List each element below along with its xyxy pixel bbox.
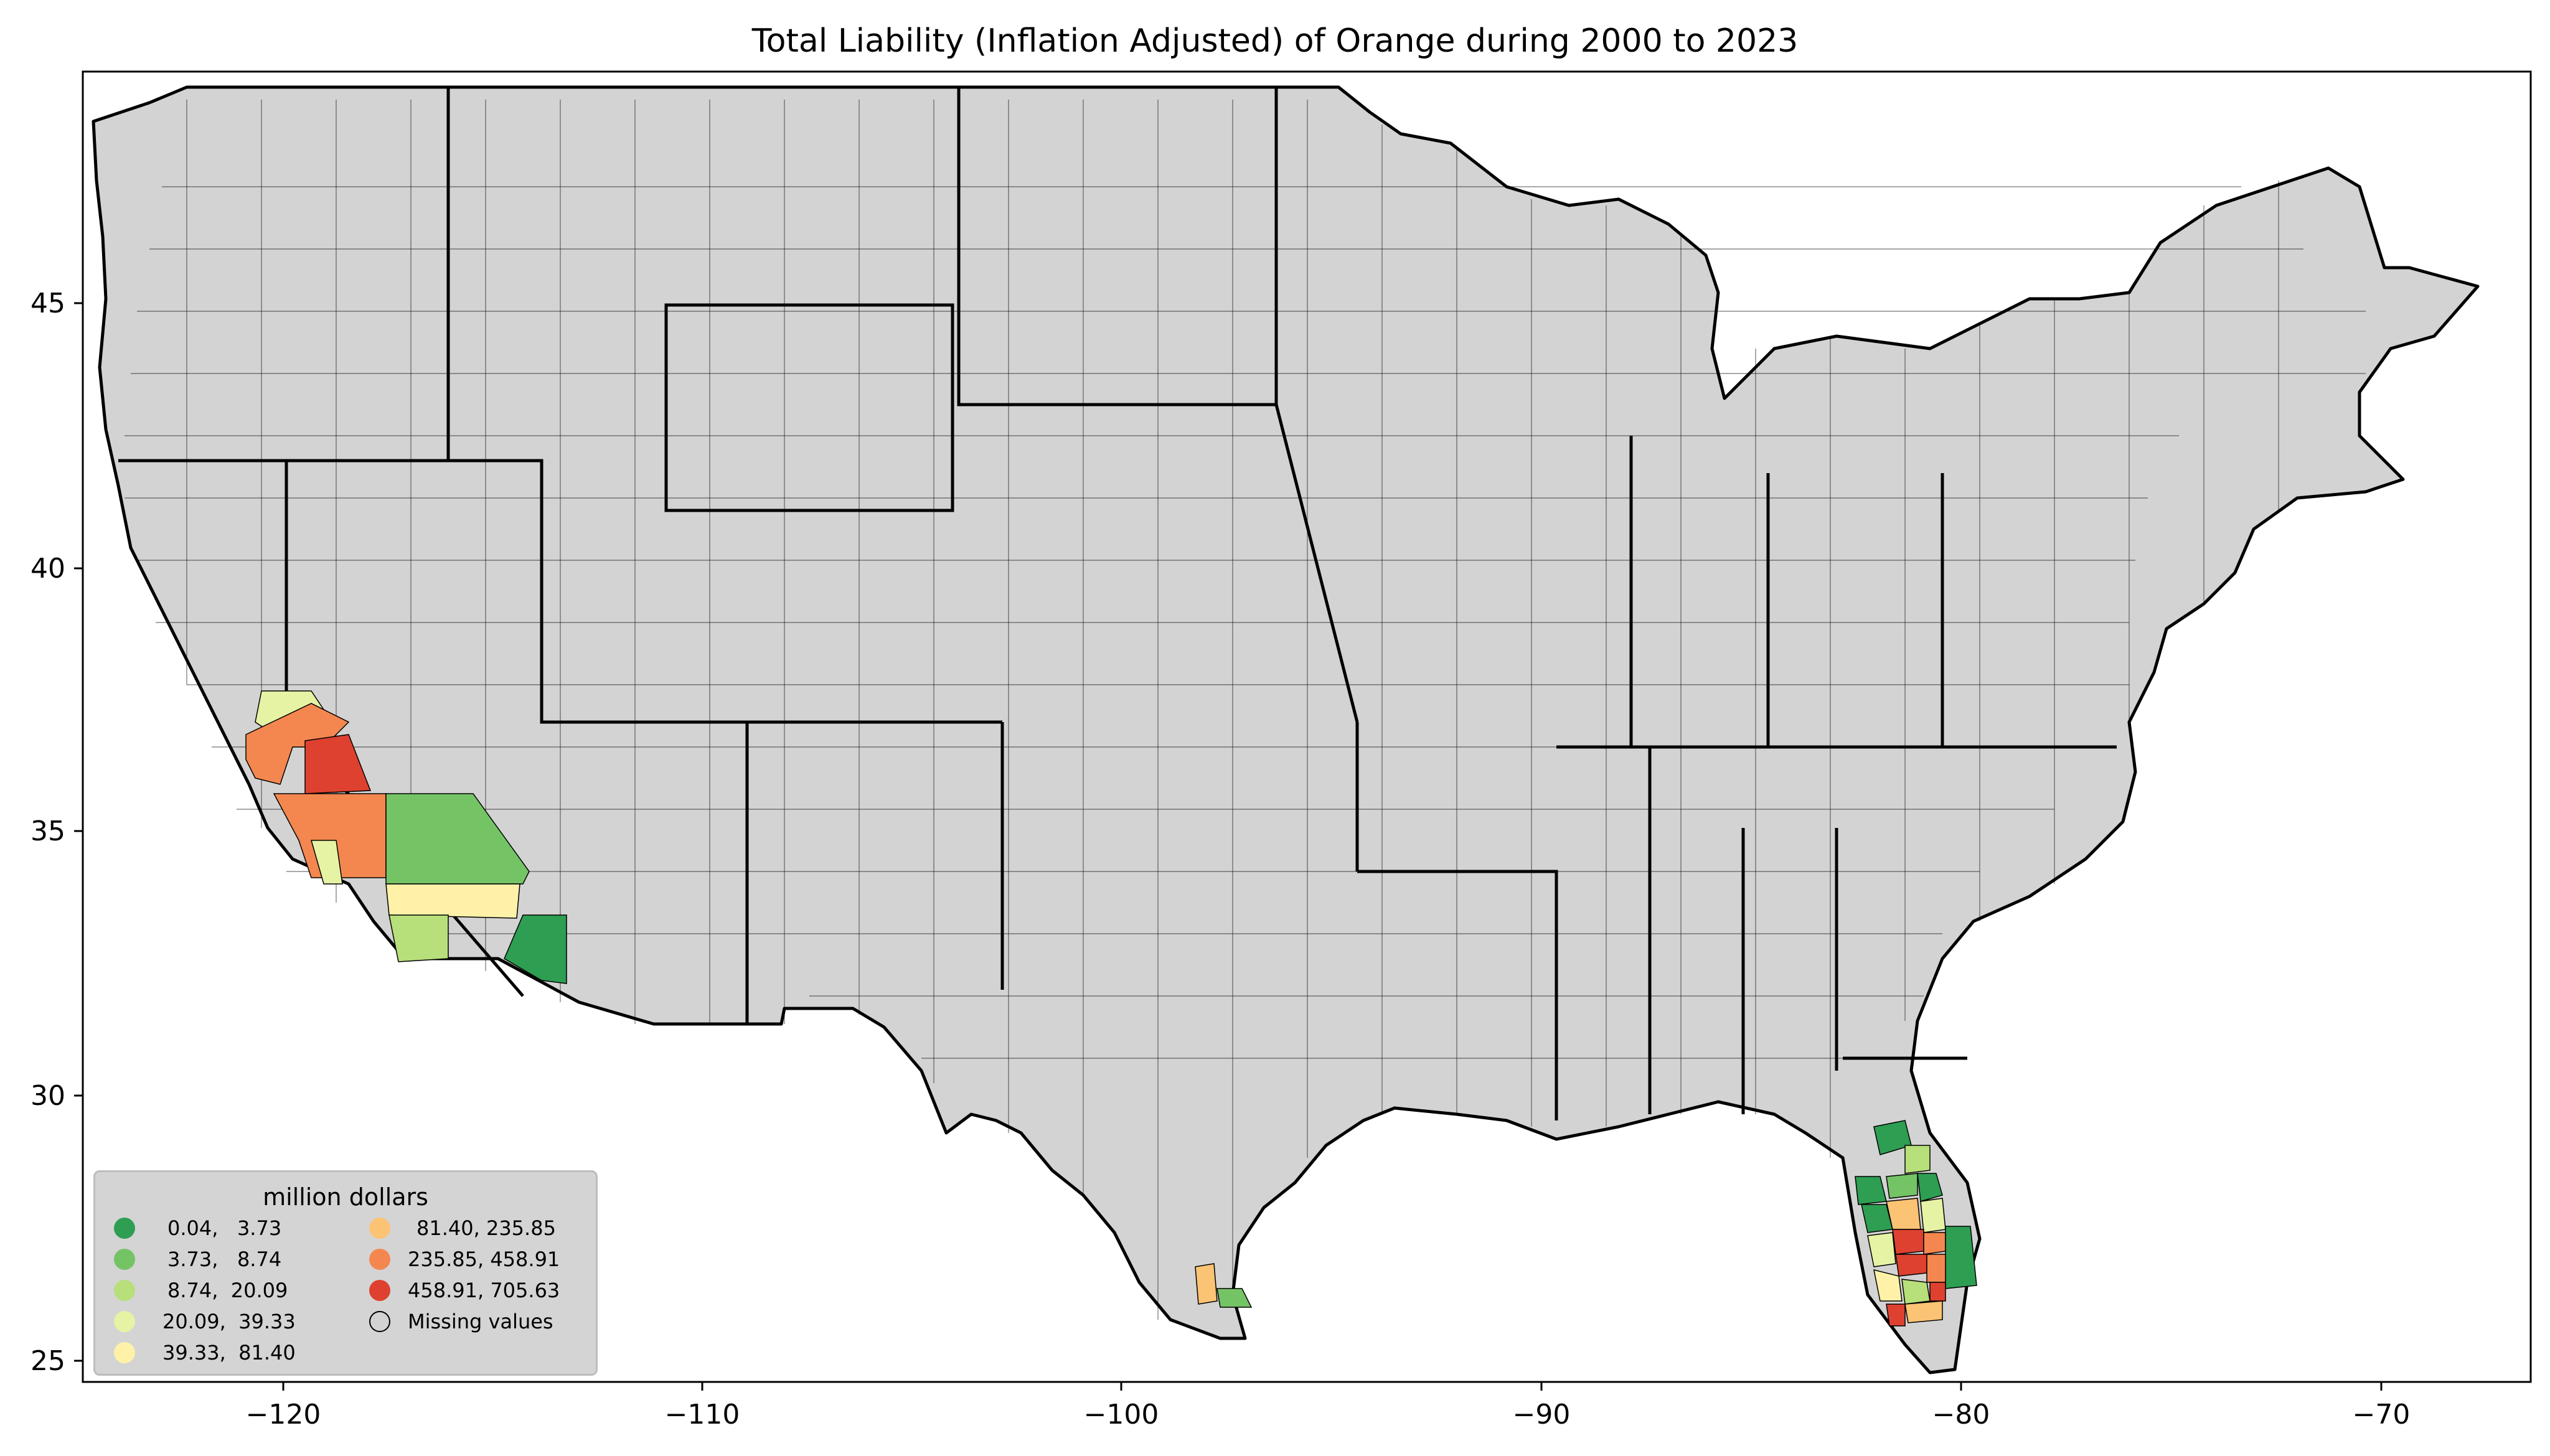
legend-swatch <box>369 1280 390 1301</box>
y-tick-label: 25 <box>31 1345 65 1377</box>
x-tick-label: −100 <box>1084 1399 1159 1430</box>
legend-swatch <box>369 1218 390 1239</box>
colored-counties-florida <box>1855 1120 1977 1327</box>
county-bin-235b <box>273 793 387 878</box>
legend-swatch <box>114 1218 135 1239</box>
county-bin-20b <box>311 840 343 885</box>
x-tick-label: −70 <box>2353 1399 2411 1430</box>
legend-title: million dollars <box>263 1183 428 1211</box>
colored-counties-california <box>245 690 530 962</box>
legend-swatch <box>114 1342 135 1363</box>
legend-swatch <box>369 1249 390 1270</box>
legend-swatch <box>114 1280 135 1301</box>
x-tick-label: −120 <box>246 1399 321 1430</box>
us-landmass <box>92 85 2480 1374</box>
tick-marks <box>74 302 2383 1391</box>
legend-item: 8.74, 20.09 <box>114 1277 288 1304</box>
x-tick-label: −90 <box>1513 1399 1571 1430</box>
legend-item: Missing values <box>369 1308 553 1335</box>
legend-label: Missing values <box>408 1310 553 1333</box>
legend-label: 0.04, 3.73 <box>167 1216 282 1240</box>
county-bin-3a <box>385 793 530 885</box>
x-tick-label: −110 <box>665 1399 740 1430</box>
map-title: Total Liability (Inflation Adjusted) of … <box>751 22 1799 60</box>
county-bin-8 <box>388 914 449 962</box>
county-bin-0-arizona <box>504 914 567 984</box>
legend-label: 235.85, 458.91 <box>408 1247 560 1271</box>
x-tick-label: −80 <box>1932 1399 1990 1430</box>
county-bin-235 <box>245 703 350 785</box>
legend-swatch <box>369 1311 390 1332</box>
legend-swatch <box>114 1311 135 1332</box>
legend-label: 39.33, 81.40 <box>162 1341 296 1364</box>
county-bin-39 <box>385 883 520 919</box>
y-tick-label: 45 <box>31 288 65 319</box>
county-bin-458 <box>304 734 372 794</box>
y-tick-label: 40 <box>31 553 65 585</box>
legend-label: 20.09, 39.33 <box>162 1310 296 1333</box>
legend-item: 81.40, 235.85 <box>369 1214 556 1242</box>
state-boundaries <box>118 87 2117 1120</box>
legend-item: 235.85, 458.91 <box>369 1246 560 1273</box>
legend-item: 39.33, 81.40 <box>114 1339 296 1366</box>
legend-label: 8.74, 20.09 <box>167 1279 288 1302</box>
legend: million dollars 0.04, 3.73 3.73, 8.74 8.… <box>93 1170 598 1376</box>
legend-label: 458.91, 705.63 <box>408 1279 560 1302</box>
y-tick-label: 30 <box>31 1080 65 1112</box>
y-tick-label: 35 <box>31 815 65 847</box>
legend-item: 458.91, 705.63 <box>369 1277 560 1304</box>
legend-label: 81.40, 235.85 <box>416 1216 556 1240</box>
legend-item: 3.73, 8.74 <box>114 1246 281 1273</box>
legend-item: 0.04, 3.73 <box>114 1214 281 1242</box>
county-grid <box>125 100 2366 1320</box>
legend-item: 20.09, 39.33 <box>114 1308 296 1335</box>
legend-label: 3.73, 8.74 <box>167 1247 282 1271</box>
colored-counties-texas <box>1195 1263 1253 1308</box>
legend-swatch <box>114 1249 135 1270</box>
